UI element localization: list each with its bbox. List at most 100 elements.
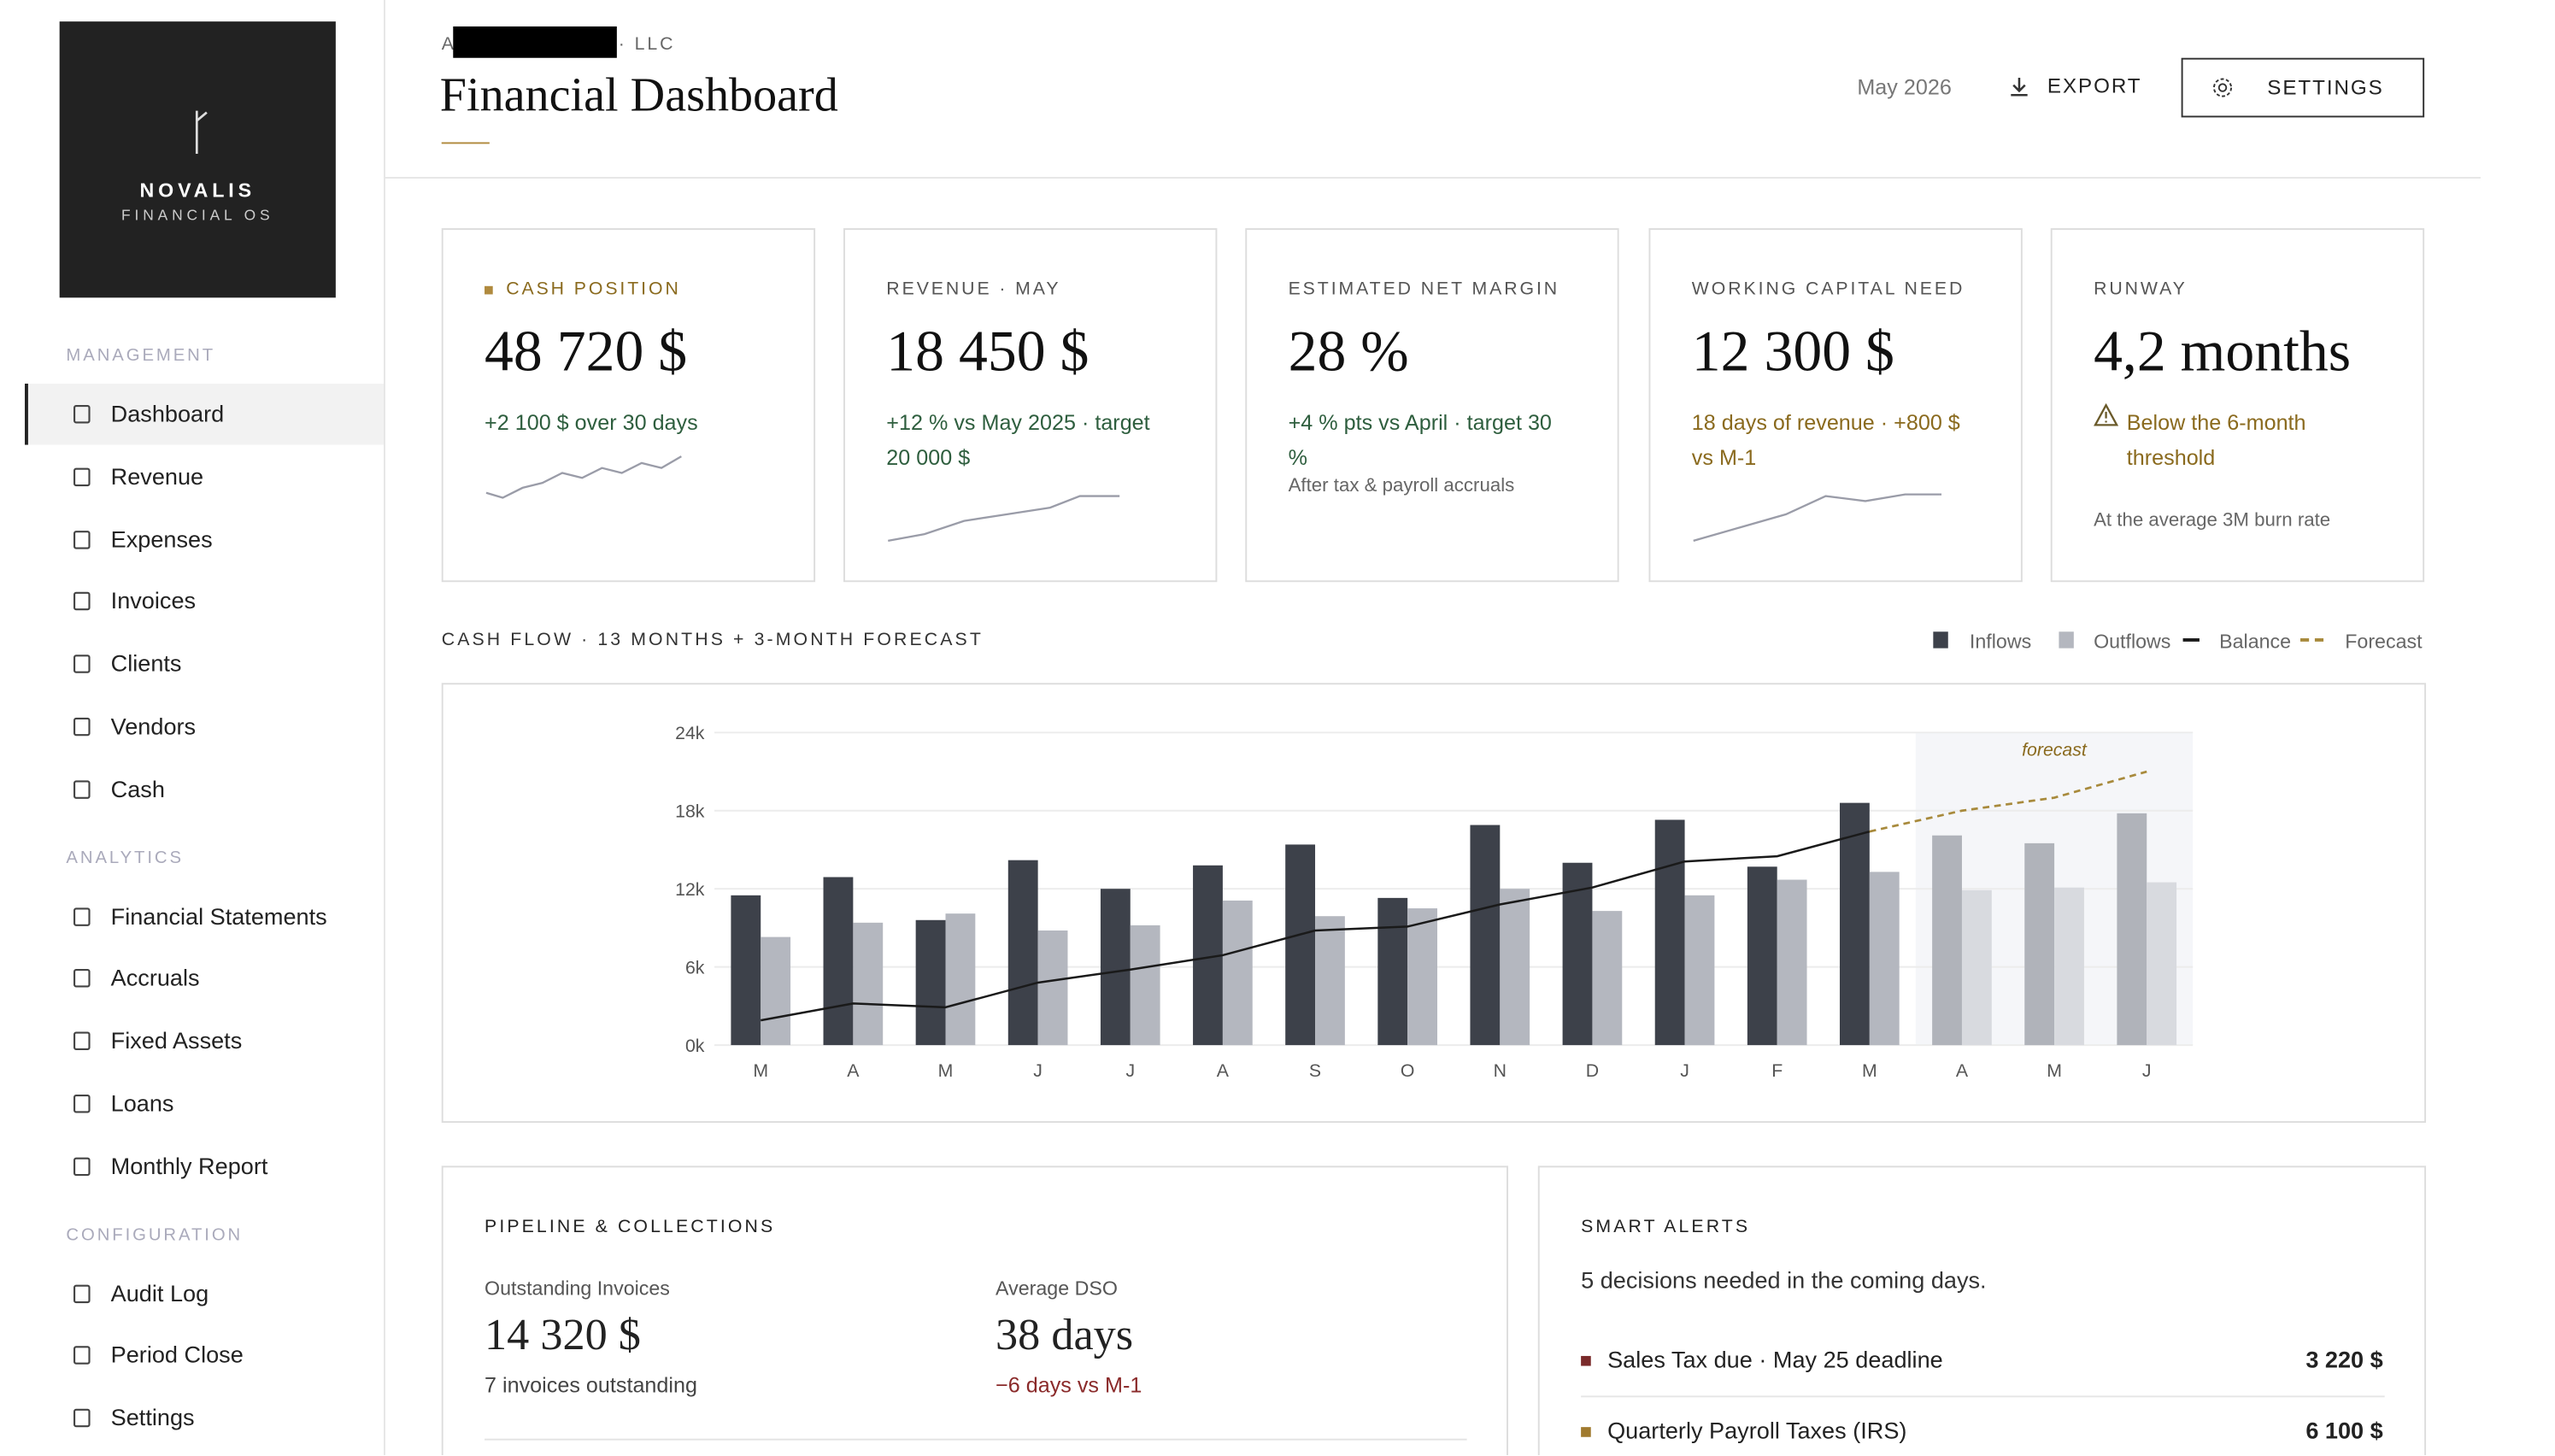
nav-item[interactable]: Loans <box>25 1073 384 1135</box>
bar <box>1500 889 1530 1046</box>
nav-item[interactable]: Financial Statements <box>25 886 384 948</box>
nav-icon <box>73 467 91 486</box>
legend-label: Balance <box>2219 630 2292 654</box>
nav-section: CONFIGURATION <box>66 1224 244 1245</box>
nav-item[interactable]: Settings <box>25 1388 384 1449</box>
pipeline-title: PIPELINE & COLLECTIONS <box>485 1217 776 1237</box>
alert-marker <box>1581 1427 1591 1437</box>
bar <box>915 919 946 1046</box>
bar <box>1839 802 1870 1046</box>
nav-icon <box>73 969 91 989</box>
outstanding-note: 7 invoices outstanding <box>485 1372 698 1398</box>
kpi-note: At the average 3M burn rate <box>2094 511 2331 531</box>
nav-label[interactable]: Cash <box>110 775 165 802</box>
legend-label: Forecast <box>2345 630 2423 654</box>
nav-item[interactable]: Monthly Report <box>25 1136 384 1197</box>
nav-item[interactable]: Invoices <box>25 571 384 632</box>
alert-amount: 6 100 $ <box>2305 1417 2383 1444</box>
alerts-card: SMART ALERTS 5 decisions needed in the c… <box>1537 1165 2427 1456</box>
bar <box>1470 825 1501 1046</box>
nav-item[interactable]: Revenue <box>25 446 384 508</box>
x-tick-label: J <box>1033 1060 1043 1081</box>
bar <box>2054 887 2084 1046</box>
nav-item[interactable]: Vendors <box>25 696 384 758</box>
kpi-card: RUNWAY 4,2 months Below the 6-month thresh… <box>2050 228 2425 583</box>
nav-label[interactable]: Revenue <box>110 462 204 490</box>
warning-icon <box>2094 403 2119 426</box>
x-tick-label: D <box>1586 1060 1599 1081</box>
legend-label: Inflows <box>1969 630 2032 654</box>
x-tick-label: F <box>1771 1060 1783 1081</box>
alert-amount: 3 220 $ <box>2305 1346 2383 1373</box>
y-tick-label: 0k <box>685 1036 705 1056</box>
x-tick-label: M <box>938 1060 954 1081</box>
nav-item[interactable]: Expenses <box>25 508 384 570</box>
dso-note: −6 days vs M-1 <box>996 1372 1142 1398</box>
nav-item[interactable]: Dashboard <box>25 383 384 445</box>
nav-item[interactable]: Clients <box>25 634 384 696</box>
bar <box>1407 908 1438 1046</box>
legend-swatch <box>1933 631 1948 649</box>
nav-icon <box>73 1409 91 1428</box>
bar <box>823 877 854 1046</box>
kpi-label: REVENUE · MAY <box>886 279 1061 300</box>
bar <box>1747 866 1777 1046</box>
nav-icon <box>73 1157 91 1176</box>
nav-icon <box>73 1283 91 1303</box>
x-tick-label: A <box>1217 1060 1230 1081</box>
nav-item[interactable]: Cash <box>25 759 384 820</box>
nav-label[interactable]: Expenses <box>110 525 213 552</box>
bar <box>2024 842 2055 1046</box>
nav-label[interactable]: Dashboard <box>110 400 225 427</box>
sparkline <box>888 495 1120 542</box>
y-tick-label: 24k <box>675 723 705 743</box>
dso-value: 38 days <box>996 1309 1134 1359</box>
x-tick-label: J <box>1125 1060 1135 1081</box>
nav-item[interactable]: Accruals <box>25 948 384 1010</box>
alert-text[interactable]: Sales Tax due · May 25 deadline <box>1607 1346 1943 1373</box>
bar <box>2147 882 2177 1046</box>
kpi-card: ESTIMATED NET MARGIN 28 % +4 % pts vs Apri… <box>1245 228 1619 583</box>
nav-label[interactable]: Monthly Report <box>110 1152 268 1179</box>
nav-label[interactable]: Invoices <box>110 587 197 614</box>
nav-label[interactable]: Accruals <box>110 965 200 991</box>
bar <box>1100 889 1131 1046</box>
export-label: EXPORT <box>2047 74 2142 98</box>
nav-icon <box>73 1031 91 1051</box>
settings-button[interactable]: SETTINGS <box>2181 57 2425 118</box>
x-tick-label: N <box>1494 1060 1507 1081</box>
kpi-card: REVENUE · MAY 18 450 $ +12 % vs May 2025 ·… <box>843 228 1218 583</box>
nav-section: MANAGEMENT <box>66 345 216 366</box>
bar <box>1869 872 1900 1046</box>
nav-icon <box>73 655 91 674</box>
title-underline <box>441 142 490 144</box>
kpi-label: WORKING CAPITAL NEED <box>1691 279 1965 300</box>
kpi-note: After tax & payroll accruals <box>1288 476 1515 496</box>
nav-label[interactable]: Financial Statements <box>110 901 327 929</box>
logo[interactable]: NOVALIS FINANCIAL OS <box>59 21 336 298</box>
nav-label[interactable]: Loans <box>110 1089 174 1117</box>
alert-text[interactable]: Quarterly Payroll Taxes (IRS) <box>1607 1417 1907 1444</box>
nav-item[interactable]: Period Close <box>25 1325 384 1387</box>
nav-item[interactable]: Audit Log <box>25 1263 384 1324</box>
bar <box>1377 897 1408 1046</box>
sparkline <box>1693 493 1942 542</box>
bar <box>1592 911 1623 1046</box>
kpi-value: 18 450 $ <box>886 319 1090 384</box>
nav-label[interactable]: Fixed Assets <box>110 1027 243 1054</box>
nav-label[interactable]: Vendors <box>110 713 197 740</box>
nav-label[interactable]: Period Close <box>110 1342 244 1369</box>
nav-label[interactable]: Settings <box>110 1404 195 1431</box>
bar <box>1222 900 1253 1046</box>
nav-item[interactable]: Fixed Assets <box>25 1011 384 1072</box>
settings-label: SETTINGS <box>2267 76 2384 100</box>
bar <box>1037 930 1068 1046</box>
outstanding-value: 14 320 $ <box>485 1309 641 1359</box>
x-tick-label: J <box>1680 1060 1689 1081</box>
nav-label[interactable]: Audit Log <box>110 1279 209 1306</box>
nav-label[interactable]: Clients <box>110 649 182 677</box>
nav-icon <box>73 592 91 611</box>
bar <box>945 913 976 1046</box>
y-tick-label: 12k <box>675 879 705 900</box>
